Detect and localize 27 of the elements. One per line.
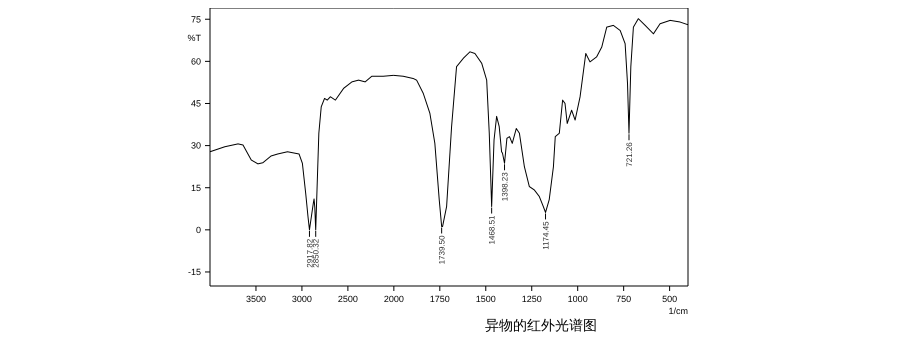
annotation: 721.26 — [624, 142, 634, 167]
annotation: 1398.23 — [500, 172, 510, 202]
x-tick-label: 1250 — [522, 294, 542, 304]
y-tick-label: -15 — [188, 267, 201, 278]
x-tick-label: 1750 — [430, 294, 450, 304]
annotation: 1739.50 — [438, 234, 447, 264]
x-tick-label: 1000 — [568, 294, 588, 304]
y-tick-label: 15 — [190, 182, 201, 193]
x-tick-label: 2500 — [338, 294, 358, 304]
annotation: 2917.82 — [305, 238, 314, 268]
text: 异物的红外光谱图 — [484, 317, 597, 333]
annotation: 1468.51 — [488, 214, 497, 244]
y-axis-title: %T — [188, 33, 202, 43]
y-tick-label: 30 — [190, 140, 201, 151]
annotation: 1174.45 — [542, 220, 551, 250]
y-tick-label: 75 — [190, 14, 201, 24]
x-tick-label: 3500 — [246, 294, 266, 304]
y-tick-label: 45 — [190, 98, 201, 109]
x-tick-label: 750 — [616, 294, 632, 304]
x-axis-title: 1/cm — [668, 306, 688, 316]
x-tick-label: 1500 — [476, 294, 496, 304]
y-tick-label: 60 — [190, 56, 201, 67]
x-tick-label: 2000 — [384, 294, 404, 304]
annotation: 2850.32 — [312, 238, 321, 268]
x-tick-label: 500 — [662, 294, 678, 304]
x-tick-label: 3000 — [292, 294, 312, 304]
y-tick-label: 0 — [196, 224, 201, 235]
